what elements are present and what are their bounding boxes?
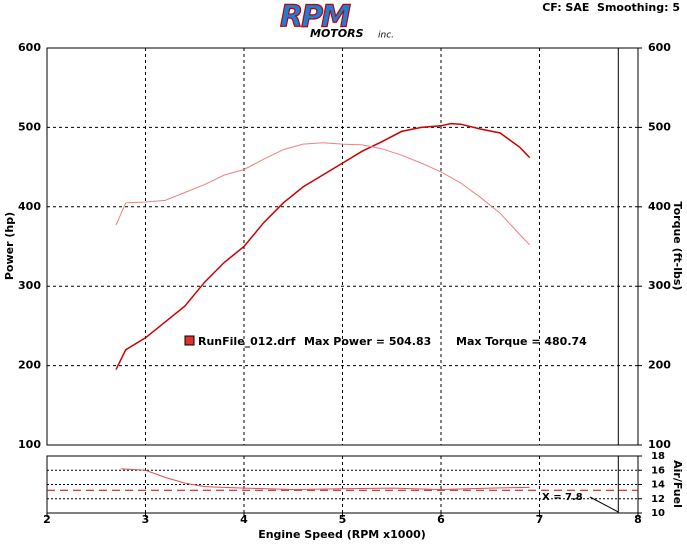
series-line — [120, 468, 530, 491]
y2-tick-label: 12 — [651, 494, 665, 505]
y2-tick-label: 500 — [648, 120, 671, 133]
y-tick-label: 400 — [18, 200, 41, 213]
x-tick-label: 5 — [339, 513, 347, 526]
cursor-leader — [589, 496, 619, 513]
max-torque: Max Torque = 480.74 — [456, 335, 587, 348]
cursor-label: X = 7.8 — [542, 492, 583, 503]
y-axis-label: Power (hp) — [3, 212, 16, 280]
max-power: Max Power = 504.83 — [304, 335, 431, 348]
y2-tick-label: 200 — [648, 359, 671, 372]
x-axis-label: Engine Speed (RPM x1000) — [258, 528, 426, 541]
logo: RPM — [280, 0, 351, 35]
x-tick-label: 6 — [437, 513, 445, 526]
y2-tick-label: 100 — [648, 438, 671, 451]
x-tick-label: 8 — [634, 513, 642, 526]
x-tick-label: 7 — [536, 513, 544, 526]
y2-tick-label: 10 — [651, 508, 665, 519]
y-tick-label: 600 — [18, 41, 41, 54]
series-line — [115, 122, 531, 370]
y2-tick-label: 14 — [651, 480, 665, 491]
y-tick-label: 300 — [18, 279, 41, 292]
x-tick-label: 2 — [43, 513, 51, 526]
run-file: RunFile_012.drf — [198, 335, 296, 348]
settings: CF: SAE Smoothing: 5 — [542, 1, 680, 14]
x-tick-label: 3 — [142, 513, 150, 526]
y2-tick-label: 16 — [651, 465, 665, 476]
x-tick-label: 4 — [240, 513, 248, 526]
y2-tick-label: 600 — [648, 41, 671, 54]
y2-tick-label: 400 — [648, 200, 671, 213]
y-tick-label: 500 — [18, 120, 41, 133]
y2-tick-label: 300 — [648, 279, 671, 292]
y2-axis-label: Air/Fuel — [671, 460, 684, 508]
series-line — [115, 142, 531, 246]
y2-axis-label: Torque (ft-lbs) — [671, 202, 684, 291]
y2-tick-label: 18 — [651, 451, 665, 462]
logo-sub: MOTORS — [310, 27, 364, 40]
logo-inc: inc. — [378, 31, 394, 41]
legend-icon — [184, 335, 195, 346]
y-tick-label: 200 — [18, 359, 41, 372]
y-tick-label: 100 — [18, 438, 41, 451]
